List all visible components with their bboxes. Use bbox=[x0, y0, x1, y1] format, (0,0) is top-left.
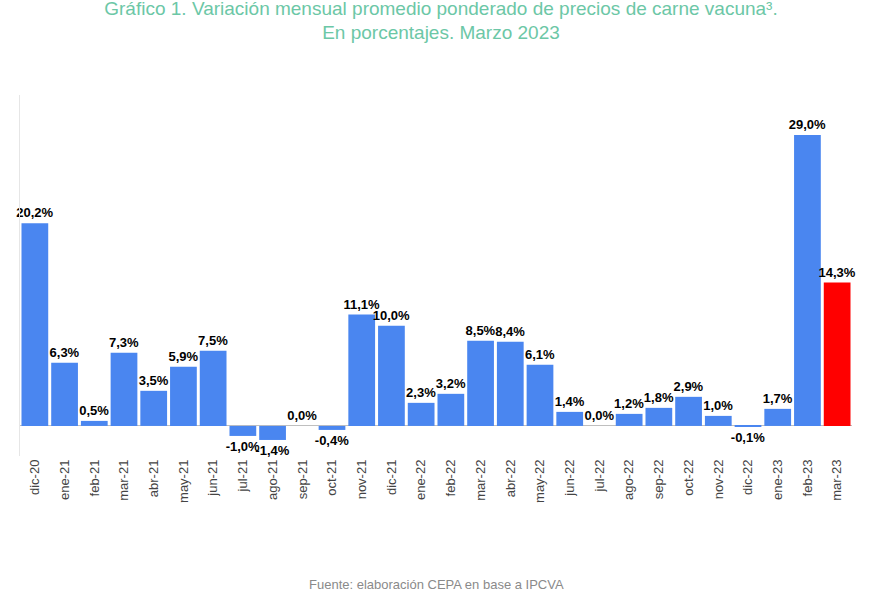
svg-text:14,3%: 14,3% bbox=[818, 265, 855, 280]
svg-text:sep-22: sep-22 bbox=[651, 460, 666, 500]
svg-text:8,4%: 8,4% bbox=[495, 324, 525, 339]
svg-text:may-22: may-22 bbox=[532, 460, 547, 503]
svg-text:sep-21: sep-21 bbox=[295, 460, 310, 500]
svg-text:5,9%: 5,9% bbox=[168, 349, 198, 364]
svg-text:jul-22: jul-22 bbox=[592, 460, 607, 493]
svg-text:abr-21: abr-21 bbox=[146, 460, 161, 498]
svg-text:0,0%: 0,0% bbox=[287, 408, 317, 423]
svg-text:20,2%: 20,2% bbox=[16, 205, 53, 220]
svg-text:ene-21: ene-21 bbox=[57, 460, 72, 500]
svg-text:ene-22: ene-22 bbox=[413, 460, 428, 500]
svg-text:Gráfico 1. Variación mensual p: Gráfico 1. Variación mensual promedio po… bbox=[104, 0, 777, 43]
svg-text:dic-22: dic-22 bbox=[740, 460, 755, 495]
svg-text:3,5%: 3,5% bbox=[139, 373, 169, 388]
svg-text:oct-22: oct-22 bbox=[681, 460, 696, 496]
svg-text:-0,4%: -0,4% bbox=[315, 433, 349, 448]
svg-text:may-21: may-21 bbox=[176, 460, 191, 503]
svg-text:mar-23: mar-23 bbox=[829, 460, 844, 501]
svg-text:dic-21: dic-21 bbox=[384, 460, 399, 495]
svg-text:-1,4%: -1,4% bbox=[255, 443, 289, 458]
svg-text:6,3%: 6,3% bbox=[50, 345, 80, 360]
svg-text:7,3%: 7,3% bbox=[109, 335, 139, 350]
svg-text:1,2%: 1,2% bbox=[614, 396, 644, 411]
svg-text:ago-22: ago-22 bbox=[621, 460, 636, 500]
svg-text:10,0%: 10,0% bbox=[373, 308, 410, 323]
svg-text:ene-23: ene-23 bbox=[770, 460, 785, 500]
svg-text:mar-21: mar-21 bbox=[116, 460, 131, 501]
svg-text:dic-20: dic-20 bbox=[27, 460, 42, 495]
svg-text:1,8%: 1,8% bbox=[644, 390, 674, 405]
svg-text:nov-22: nov-22 bbox=[711, 460, 726, 500]
svg-text:Fuente: elaboración CEPA en ba: Fuente: elaboración CEPA en base a IPCVA bbox=[309, 577, 564, 591]
svg-text:jul-21: jul-21 bbox=[235, 460, 250, 493]
svg-text:ago-21: ago-21 bbox=[265, 460, 280, 500]
svg-text:2,9%: 2,9% bbox=[674, 379, 704, 394]
svg-text:feb-22: feb-22 bbox=[443, 460, 458, 497]
svg-text:nov-21: nov-21 bbox=[354, 460, 369, 500]
svg-text:oct-21: oct-21 bbox=[324, 460, 339, 496]
svg-text:jun-22: jun-22 bbox=[562, 460, 577, 497]
svg-text:0,5%: 0,5% bbox=[79, 403, 109, 418]
svg-text:11,1%: 11,1% bbox=[343, 297, 380, 312]
svg-text:-1,0%: -1,0% bbox=[226, 439, 260, 454]
svg-text:-0,1%: -0,1% bbox=[731, 430, 765, 445]
svg-text:0,0%: 0,0% bbox=[584, 408, 614, 423]
svg-text:jun-21: jun-21 bbox=[205, 460, 220, 497]
svg-text:3,2%: 3,2% bbox=[436, 376, 466, 391]
svg-text:2,3%: 2,3% bbox=[406, 385, 436, 400]
svg-text:feb-23: feb-23 bbox=[800, 460, 815, 497]
svg-text:feb-21: feb-21 bbox=[87, 460, 102, 497]
svg-text:1,0%: 1,0% bbox=[703, 398, 733, 413]
svg-text:8,5%: 8,5% bbox=[466, 323, 496, 338]
svg-text:29,0%: 29,0% bbox=[789, 117, 826, 132]
svg-text:abr-22: abr-22 bbox=[503, 460, 518, 498]
svg-text:1,7%: 1,7% bbox=[763, 391, 793, 406]
svg-text:7,5%: 7,5% bbox=[198, 333, 228, 348]
svg-text:1,4%: 1,4% bbox=[555, 394, 585, 409]
svg-text:mar-22: mar-22 bbox=[473, 460, 488, 501]
svg-text:6,1%: 6,1% bbox=[525, 347, 555, 362]
